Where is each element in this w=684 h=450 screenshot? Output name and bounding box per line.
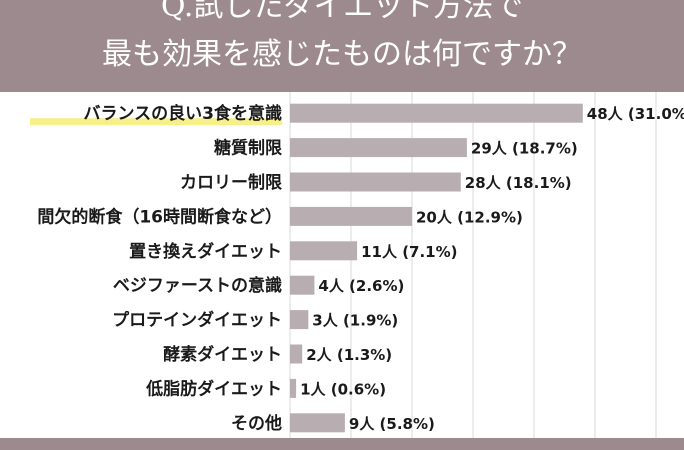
data-label: 48人 (31.0%): [587, 105, 684, 123]
highlight-marker: [30, 118, 282, 126]
bar: [290, 413, 345, 433]
bar: [290, 206, 412, 226]
data-label: 3人 (1.9%): [312, 312, 398, 330]
category-label: その他: [231, 413, 282, 434]
category-label: 糖質制限: [214, 138, 282, 159]
bar: [290, 310, 309, 330]
category-label: プロテインダイエット: [112, 310, 282, 331]
chart-header: Q.試したダイエット方法で 最も効果を感じたものは何ですか？: [0, 0, 684, 92]
bar-chart: バランスの良い3食を意識 48人 (31.0%) 糖質制限 29人 (18.7%) カロ…: [30, 92, 684, 438]
category-label: 間欠的断食（16時間断食など）: [37, 206, 282, 227]
category-label: カロリー制限: [180, 172, 282, 193]
bar: [290, 241, 358, 261]
chart-title-line-1: Q.試したダイエット方法で: [160, 0, 524, 24]
category-label: バランスの良い3食を意識: [84, 103, 283, 124]
data-label: 9人 (5.8%): [349, 415, 435, 433]
bar: [290, 344, 303, 364]
bar: [290, 172, 461, 192]
chart-title-line-2: 最も効果を感じたものは何ですか？: [102, 37, 582, 72]
category-label: 酵素ダイエット: [163, 344, 282, 365]
data-label: 28人 (18.1%): [465, 174, 572, 192]
data-label: 11人 (7.1%): [361, 243, 457, 261]
category-label: ベジファーストの意識: [113, 275, 282, 296]
bar: [290, 275, 315, 295]
bar: [290, 103, 583, 123]
bar: [290, 378, 297, 398]
data-label: 2人 (1.3%): [306, 346, 392, 364]
data-label: 29人 (18.7%): [471, 140, 578, 158]
category-label: 置き換えダイエット: [129, 241, 282, 262]
data-label: 20人 (12.9%): [416, 208, 523, 226]
bar: [290, 138, 467, 158]
chart-footer: [0, 438, 684, 450]
data-label: 1人 (0.6%): [300, 380, 386, 398]
data-label: 4人 (2.6%): [318, 277, 404, 295]
category-label: 低脂肪ダイエット: [145, 378, 282, 399]
